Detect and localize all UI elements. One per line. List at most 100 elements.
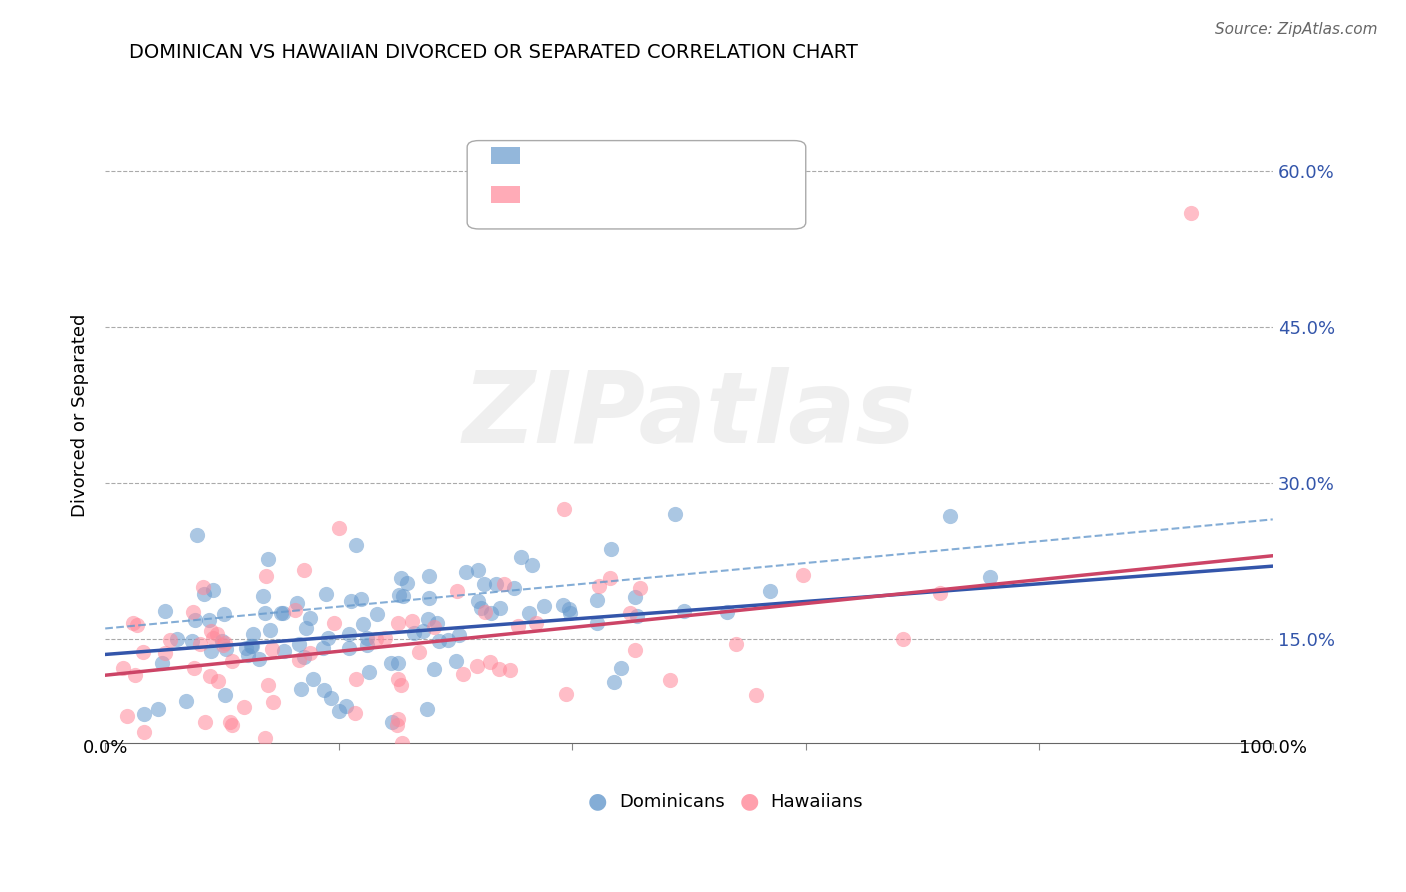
Point (235, 640, 257, 655)
Point (408, 645, 430, 659)
Point (494, 577, 516, 591)
Point (423, 620, 446, 634)
Point (284, 603, 307, 617)
Point (418, 569, 440, 583)
Point (553, 501, 575, 516)
Y-axis label: Divorced or Separated: Divorced or Separated (72, 314, 89, 517)
Point (343, 706, 366, 720)
Point (416, 702, 439, 716)
Point (108, 744, 131, 758)
Point (792, 567, 814, 582)
Point (350, 592, 373, 607)
Point (628, 581, 651, 595)
Point (357, 665, 380, 679)
Point (474, 605, 496, 619)
Point (290, 681, 312, 696)
Text: N =  75: N = 75 (665, 186, 734, 203)
Point (242, 627, 264, 641)
Point (600, 541, 623, 556)
Point (412, 624, 434, 638)
Point (626, 609, 648, 624)
Text: Hawaiians: Hawaiians (770, 793, 863, 811)
Point (427, 633, 450, 648)
Point (312, 640, 335, 655)
Point (214, 607, 236, 621)
Point (292, 563, 315, 577)
Point (256, 569, 278, 583)
Text: N = 102: N = 102 (665, 146, 740, 164)
Point (502, 581, 524, 595)
Point (553, 598, 575, 612)
Point (273, 644, 295, 658)
Point (198, 613, 221, 627)
Point (202, 582, 225, 597)
Point (381, 714, 404, 729)
Point (387, 712, 409, 726)
Point (292, 650, 315, 665)
Point (298, 646, 321, 660)
Point (236, 648, 259, 662)
Point (929, 586, 952, 600)
Point (585, 592, 607, 607)
Point (180, 633, 202, 648)
Point (193, 587, 215, 601)
Point (288, 637, 311, 651)
Point (586, 615, 609, 630)
Point (270, 606, 292, 620)
Point (337, 627, 360, 641)
Point (256, 678, 278, 692)
Point (979, 569, 1001, 583)
Text: R = 0.390   N = 75: R = 0.390 N = 75 (527, 186, 699, 203)
Point (479, 655, 502, 669)
Point (366, 607, 388, 622)
Point (402, 626, 425, 640)
Point (422, 663, 444, 677)
Bar (491, 147, 520, 163)
Point (938, 509, 960, 524)
Point (465, 658, 488, 673)
Point (112, 660, 135, 674)
Point (181, 606, 204, 620)
Point (285, 596, 308, 610)
Point (200, 624, 222, 639)
Point (401, 614, 423, 628)
Point (387, 656, 409, 670)
Text: ●: ● (740, 792, 759, 812)
Point (134, 725, 156, 739)
Point (259, 623, 281, 637)
Point (232, 699, 254, 714)
Point (388, 588, 411, 602)
Point (467, 594, 489, 608)
Point (134, 746, 156, 760)
Point (214, 636, 236, 650)
Point (221, 654, 243, 668)
Text: R = 0.399   N = 102: R = 0.399 N = 102 (527, 146, 710, 164)
Point (672, 604, 695, 618)
Text: DOMINICAN VS HAWAIIAN DIVORCED OR SEPARATED CORRELATION CHART: DOMINICAN VS HAWAIIAN DIVORCED OR SEPARA… (128, 43, 858, 62)
Point (159, 632, 181, 647)
Point (745, 688, 768, 702)
Point (221, 718, 243, 732)
Point (193, 580, 215, 594)
Point (599, 571, 621, 585)
Point (207, 673, 229, 688)
Point (472, 577, 495, 591)
Point (315, 587, 337, 601)
Point (174, 694, 197, 708)
Bar (491, 186, 520, 202)
Point (288, 653, 311, 667)
Point (520, 558, 543, 572)
Point (1180, 206, 1202, 220)
Point (207, 627, 229, 641)
Point (211, 634, 233, 648)
Point (488, 662, 510, 676)
Point (125, 617, 148, 632)
Point (314, 683, 336, 698)
Point (456, 565, 478, 579)
Point (242, 639, 264, 653)
Point (389, 678, 412, 692)
Point (212, 638, 235, 652)
Point (184, 614, 207, 628)
Point (391, 736, 413, 750)
Point (758, 584, 780, 599)
